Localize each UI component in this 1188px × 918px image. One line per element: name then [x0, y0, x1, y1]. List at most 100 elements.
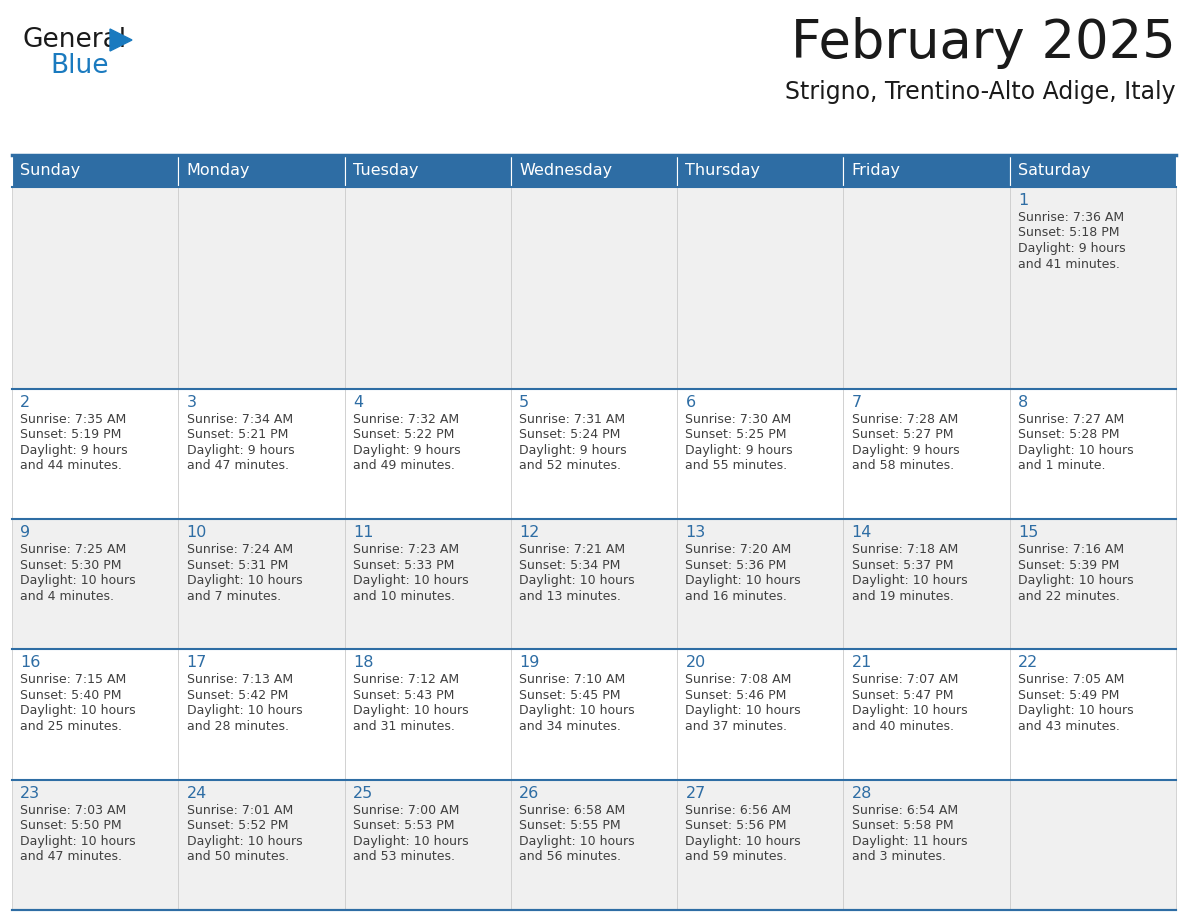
Text: 14: 14 [852, 525, 872, 540]
Text: Daylight: 10 hours: Daylight: 10 hours [353, 574, 468, 588]
Text: and 28 minutes.: and 28 minutes. [187, 720, 289, 733]
Bar [677, 389, 843, 520]
Text: Daylight: 10 hours: Daylight: 10 hours [353, 834, 468, 847]
Text: Daylight: 10 hours: Daylight: 10 hours [187, 704, 302, 718]
Bar [1010, 187, 1176, 389]
Text: Daylight: 9 hours: Daylight: 9 hours [519, 444, 627, 457]
Text: and 47 minutes.: and 47 minutes. [187, 459, 289, 473]
Text: Sunrise: 7:32 AM: Sunrise: 7:32 AM [353, 413, 459, 426]
Bar [1010, 389, 1176, 520]
Bar [178, 389, 345, 520]
Text: Daylight: 9 hours: Daylight: 9 hours [1018, 242, 1126, 255]
Text: Sunrise: 7:24 AM: Sunrise: 7:24 AM [187, 543, 292, 556]
Text: and 13 minutes.: and 13 minutes. [519, 589, 621, 603]
Text: Daylight: 10 hours: Daylight: 10 hours [353, 704, 468, 718]
Text: Sunrise: 7:05 AM: Sunrise: 7:05 AM [1018, 674, 1124, 687]
Bar [677, 779, 843, 910]
Text: Sunset: 5:27 PM: Sunset: 5:27 PM [852, 429, 953, 442]
Text: and 25 minutes.: and 25 minutes. [20, 720, 122, 733]
Bar [677, 649, 843, 779]
Text: Daylight: 10 hours: Daylight: 10 hours [519, 704, 634, 718]
Text: Sunset: 5:34 PM: Sunset: 5:34 PM [519, 559, 620, 572]
Text: and 47 minutes.: and 47 minutes. [20, 850, 122, 863]
Text: Sunset: 5:46 PM: Sunset: 5:46 PM [685, 689, 786, 702]
Bar [178, 649, 345, 779]
Text: 27: 27 [685, 786, 706, 800]
Text: Sunset: 5:39 PM: Sunset: 5:39 PM [1018, 559, 1119, 572]
Text: 22: 22 [1018, 655, 1038, 670]
Bar [178, 187, 345, 389]
Text: Daylight: 9 hours: Daylight: 9 hours [685, 444, 794, 457]
Text: Sunset: 5:31 PM: Sunset: 5:31 PM [187, 559, 287, 572]
Text: Sunset: 5:58 PM: Sunset: 5:58 PM [852, 819, 953, 833]
Text: and 31 minutes.: and 31 minutes. [353, 720, 455, 733]
Bar [1010, 779, 1176, 910]
Text: 1: 1 [1018, 193, 1029, 208]
Text: and 16 minutes.: and 16 minutes. [685, 589, 788, 603]
Text: 20: 20 [685, 655, 706, 670]
Bar [511, 155, 677, 187]
Bar [345, 520, 511, 649]
Bar [345, 155, 511, 187]
Text: 21: 21 [852, 655, 872, 670]
Text: Sunrise: 7:20 AM: Sunrise: 7:20 AM [685, 543, 791, 556]
Text: and 44 minutes.: and 44 minutes. [20, 459, 122, 473]
Bar [178, 520, 345, 649]
Bar [12, 187, 178, 389]
Text: Daylight: 9 hours: Daylight: 9 hours [353, 444, 461, 457]
Text: and 22 minutes.: and 22 minutes. [1018, 589, 1120, 603]
Text: Sunrise: 7:31 AM: Sunrise: 7:31 AM [519, 413, 625, 426]
Bar [345, 649, 511, 779]
Bar [12, 779, 178, 910]
Text: 7: 7 [852, 395, 861, 410]
Text: Sunrise: 7:35 AM: Sunrise: 7:35 AM [20, 413, 127, 426]
Text: Sunset: 5:49 PM: Sunset: 5:49 PM [1018, 689, 1119, 702]
Text: Sunset: 5:47 PM: Sunset: 5:47 PM [852, 689, 953, 702]
Text: Sunrise: 7:25 AM: Sunrise: 7:25 AM [20, 543, 127, 556]
Text: Daylight: 10 hours: Daylight: 10 hours [20, 574, 135, 588]
Bar [1010, 649, 1176, 779]
Text: Daylight: 10 hours: Daylight: 10 hours [852, 704, 967, 718]
Bar [12, 520, 178, 649]
Text: 18: 18 [353, 655, 373, 670]
Bar [843, 779, 1010, 910]
Text: Daylight: 9 hours: Daylight: 9 hours [187, 444, 295, 457]
Text: Daylight: 10 hours: Daylight: 10 hours [20, 704, 135, 718]
Bar [12, 155, 178, 187]
Text: Daylight: 10 hours: Daylight: 10 hours [852, 574, 967, 588]
Text: and 3 minutes.: and 3 minutes. [852, 850, 946, 863]
Bar [843, 649, 1010, 779]
Text: Daylight: 10 hours: Daylight: 10 hours [1018, 704, 1133, 718]
Text: Tuesday: Tuesday [353, 163, 418, 178]
Text: 24: 24 [187, 786, 207, 800]
Bar [178, 155, 345, 187]
Text: Strigno, Trentino-Alto Adige, Italy: Strigno, Trentino-Alto Adige, Italy [785, 80, 1176, 104]
Text: Daylight: 10 hours: Daylight: 10 hours [1018, 574, 1133, 588]
Text: Sunset: 5:37 PM: Sunset: 5:37 PM [852, 559, 953, 572]
Text: 12: 12 [519, 525, 539, 540]
Text: Thursday: Thursday [685, 163, 760, 178]
Text: Sunset: 5:42 PM: Sunset: 5:42 PM [187, 689, 287, 702]
Text: Daylight: 10 hours: Daylight: 10 hours [519, 834, 634, 847]
Polygon shape [110, 29, 132, 51]
Text: and 4 minutes.: and 4 minutes. [20, 589, 114, 603]
Text: Sunrise: 7:07 AM: Sunrise: 7:07 AM [852, 674, 958, 687]
Bar [511, 389, 677, 520]
Text: Sunrise: 7:28 AM: Sunrise: 7:28 AM [852, 413, 958, 426]
Text: and 7 minutes.: and 7 minutes. [187, 589, 280, 603]
Text: and 1 minute.: and 1 minute. [1018, 459, 1106, 473]
Text: Daylight: 10 hours: Daylight: 10 hours [519, 574, 634, 588]
Text: 25: 25 [353, 786, 373, 800]
Text: Blue: Blue [50, 53, 108, 79]
Bar [345, 779, 511, 910]
Text: 2: 2 [20, 395, 31, 410]
Text: 6: 6 [685, 395, 696, 410]
Text: Sunrise: 7:21 AM: Sunrise: 7:21 AM [519, 543, 625, 556]
Text: Sunset: 5:45 PM: Sunset: 5:45 PM [519, 689, 620, 702]
Text: Sunrise: 7:13 AM: Sunrise: 7:13 AM [187, 674, 292, 687]
Text: Monday: Monday [187, 163, 251, 178]
Text: 26: 26 [519, 786, 539, 800]
Text: Sunrise: 6:58 AM: Sunrise: 6:58 AM [519, 804, 625, 817]
Bar [511, 520, 677, 649]
Bar [843, 187, 1010, 389]
